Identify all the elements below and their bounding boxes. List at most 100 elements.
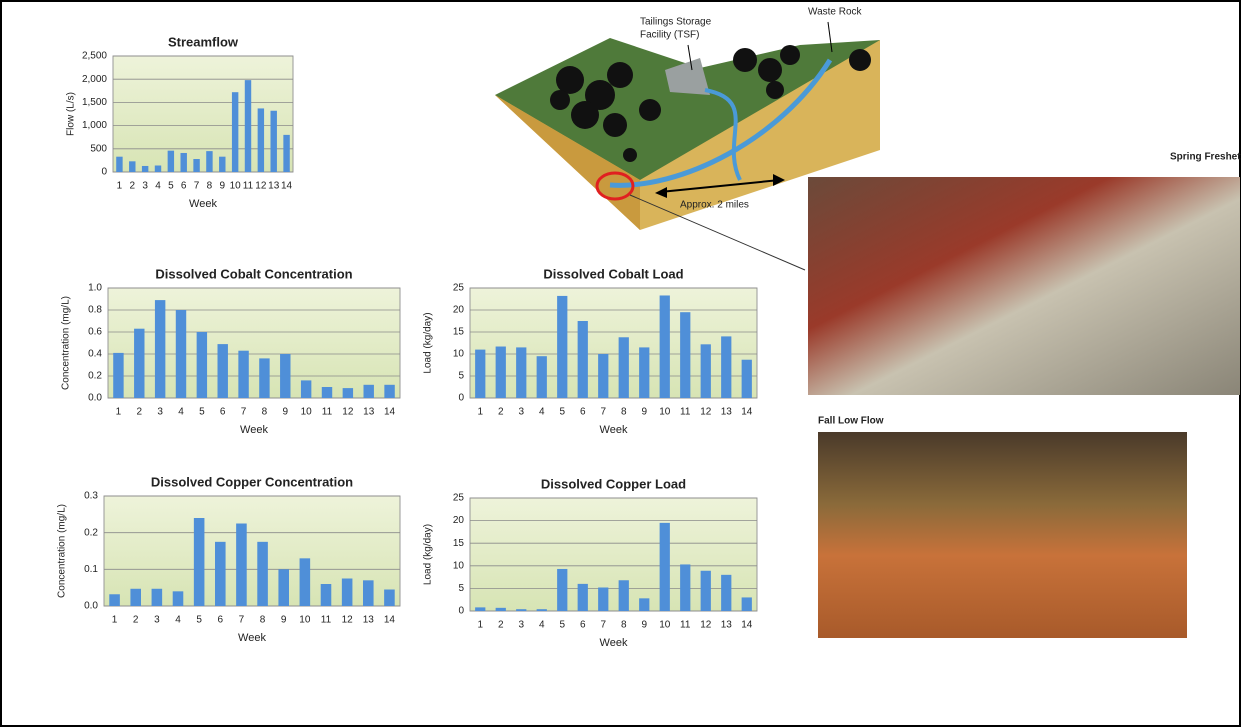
x-tick-label: 3	[142, 181, 148, 192]
bar	[259, 358, 270, 398]
photos: Spring Freshet Fall Low Flow	[808, 152, 1241, 638]
x-tick-label: 12	[342, 407, 354, 418]
x-tick-label: 4	[539, 407, 545, 418]
x-tick-label: 2	[498, 620, 504, 631]
bar	[217, 344, 228, 398]
chart: Dissolved Cobalt Concentration 0.0 0.2 0.4 0…	[61, 266, 401, 436]
bar	[300, 380, 312, 398]
bar	[278, 569, 289, 606]
y-tick-label: 0.0	[84, 601, 98, 612]
x-tick-label: 2	[498, 407, 504, 418]
y-tick-label: 0	[458, 393, 464, 404]
bar	[516, 347, 527, 398]
x-tick-label: 3	[518, 407, 524, 418]
bar	[215, 541, 226, 606]
x-tick-label: 8	[260, 615, 266, 626]
bar	[741, 359, 752, 398]
y-tick-label: 10	[453, 560, 465, 571]
x-tick-label: 6	[580, 620, 586, 631]
bar	[659, 295, 670, 398]
bar	[193, 159, 200, 172]
x-tick-label: 13	[721, 407, 733, 418]
bar	[154, 300, 166, 398]
bar	[238, 350, 249, 398]
x-axis-label: Week	[600, 424, 628, 436]
bar	[536, 356, 547, 398]
x-tick-label: 6	[218, 615, 224, 626]
x-tick-label: 8	[207, 181, 213, 192]
photo-spring	[808, 177, 1240, 395]
bar	[134, 328, 145, 398]
x-tick-label: 4	[155, 181, 161, 192]
y-tick-label: 0.6	[88, 327, 102, 338]
bar	[341, 578, 353, 606]
bar	[257, 108, 265, 172]
y-tick-label: 2,500	[82, 51, 107, 62]
y-tick-label: 20	[453, 305, 465, 316]
x-tick-label: 5	[559, 620, 565, 631]
bar	[175, 310, 187, 398]
x-tick-label: 9	[283, 407, 289, 418]
bar	[299, 558, 311, 606]
x-tick-label: 13	[363, 615, 375, 626]
x-tick-label: 6	[580, 407, 586, 418]
x-tick-label: 13	[721, 620, 733, 631]
y-tick-label: 2,000	[82, 74, 107, 85]
x-tick-label: 13	[363, 407, 375, 418]
bar	[270, 110, 277, 172]
y-tick-label: 0	[101, 167, 107, 178]
bar	[384, 589, 395, 606]
x-tick-label: 14	[384, 407, 396, 418]
x-tick-label: 12	[342, 615, 354, 626]
y-tick-label: 0.8	[88, 305, 102, 316]
x-axis-label: Week	[238, 632, 266, 644]
y-tick-label: 5	[458, 371, 464, 382]
x-tick-label: 10	[301, 407, 313, 418]
x-tick-label: 1	[117, 181, 123, 192]
y-tick-label: 10	[453, 349, 465, 360]
y-tick-label: 0.0	[88, 393, 102, 404]
chart-title: Dissolved Copper Concentration	[151, 474, 353, 489]
y-tick-label: 0.2	[88, 371, 102, 382]
bar	[109, 594, 120, 606]
bar	[236, 523, 247, 606]
plot-area	[469, 497, 758, 612]
y-axis-label: Concentration (mg/L)	[61, 296, 72, 390]
x-tick-label: 10	[230, 181, 242, 192]
x-tick-label: 11	[680, 620, 691, 631]
x-tick-label: 12	[700, 407, 712, 418]
bar	[130, 588, 141, 606]
chart-title: Dissolved Cobalt Concentration	[155, 266, 352, 281]
bar	[129, 161, 136, 172]
bar	[151, 588, 163, 606]
x-tick-label: 2	[130, 181, 136, 192]
y-axis-label: Concentration (mg/L)	[57, 504, 68, 598]
bar	[557, 295, 568, 398]
x-tick-label: 7	[600, 407, 606, 418]
bar	[495, 607, 506, 611]
x-tick-label: 9	[641, 407, 647, 418]
x-axis-label: Week	[600, 637, 628, 649]
x-tick-label: 13	[268, 181, 280, 192]
bar	[557, 568, 568, 611]
y-axis-label: Flow (L/s)	[66, 92, 77, 136]
bar	[516, 609, 527, 611]
bar	[363, 384, 374, 398]
x-tick-label: 7	[241, 407, 247, 418]
bar	[680, 312, 691, 398]
bar	[577, 321, 588, 398]
bar	[193, 518, 205, 606]
x-tick-label: 4	[178, 407, 184, 418]
x-tick-label: 10	[659, 620, 671, 631]
y-tick-label: 0	[458, 606, 464, 617]
y-tick-label: 1,500	[82, 97, 107, 108]
y-tick-label: 20	[453, 515, 465, 526]
x-tick-label: 7	[194, 181, 200, 192]
x-tick-label: 10	[299, 615, 311, 626]
bar	[363, 580, 374, 606]
y-tick-label: 25	[453, 283, 465, 294]
y-axis-label: Load (kg/day)	[423, 312, 434, 373]
